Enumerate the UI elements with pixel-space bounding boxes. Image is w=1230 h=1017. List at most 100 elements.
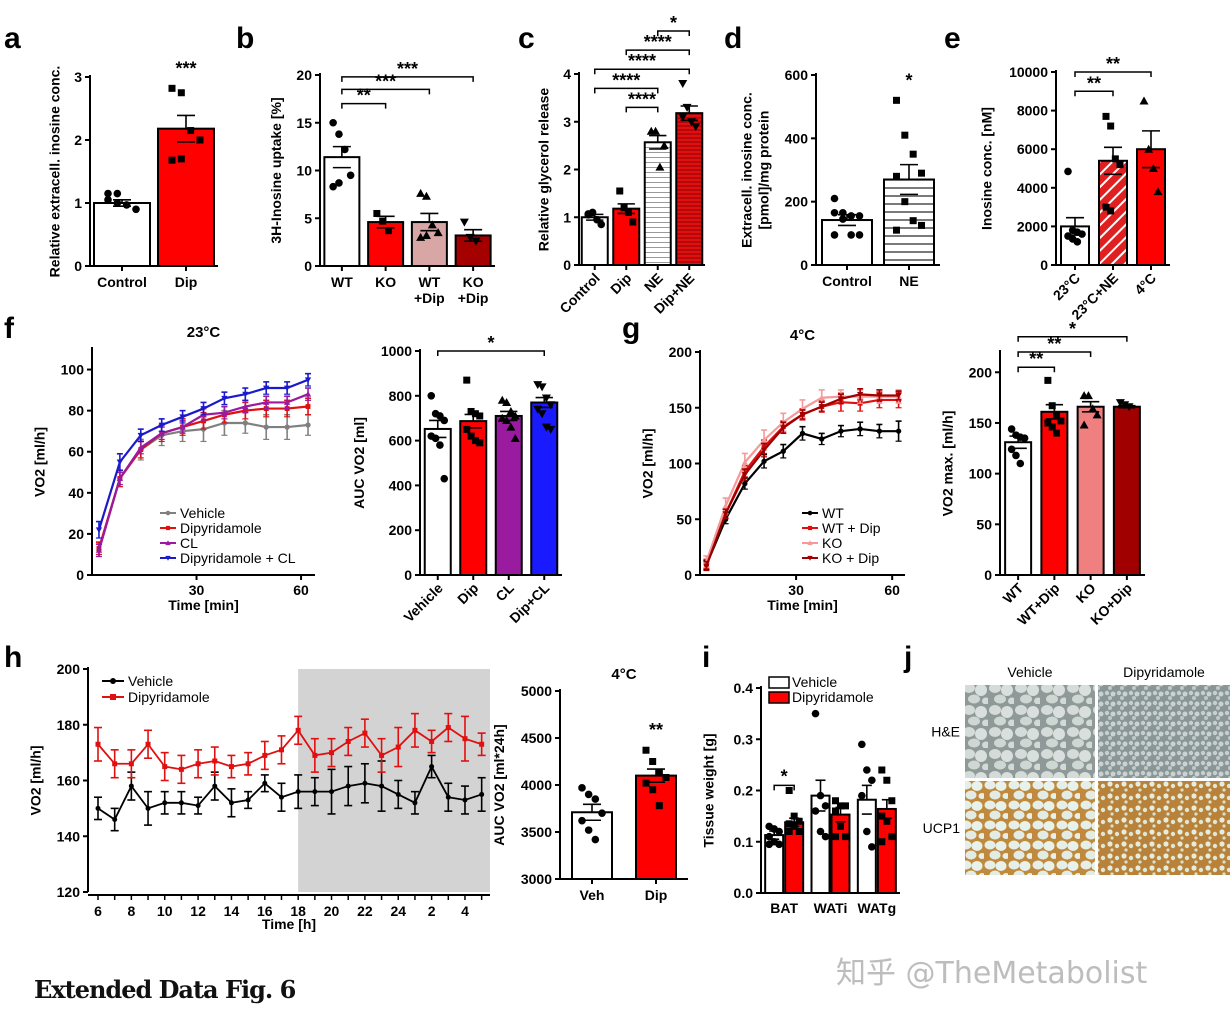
data-point [901, 131, 909, 139]
y-axis-label: Relative glycerol release [536, 88, 552, 252]
data-point [832, 807, 839, 815]
data-point [1044, 376, 1052, 384]
panel-label: j [903, 641, 912, 674]
row-label: UCP1 [923, 820, 961, 836]
significance-label: **** [628, 51, 656, 71]
data-point [1057, 417, 1065, 425]
series-ko-dip [703, 387, 902, 572]
legend-swatch [768, 676, 790, 689]
data-point [703, 563, 710, 570]
y-tick-label: 2000 [1017, 218, 1048, 234]
data-point [345, 783, 351, 789]
data-point [830, 231, 839, 239]
bar [1076, 405, 1105, 576]
data-point [837, 396, 845, 402]
significance-bracket [341, 102, 387, 109]
data-point [1048, 423, 1056, 431]
bar [530, 401, 559, 576]
data-point [760, 436, 768, 443]
significance-label: ** [1029, 349, 1043, 369]
significance-label: **** [612, 70, 640, 90]
data-point [379, 783, 385, 789]
data-point [847, 231, 855, 239]
data-point [760, 447, 768, 454]
bar [1112, 405, 1141, 576]
y-tick-label: 100 [969, 466, 993, 482]
y-tick-label: 10000 [1009, 64, 1048, 80]
significance-label: *** [175, 58, 196, 78]
x-tick-label: KO [1073, 580, 1099, 606]
y-axis-label: AUC VO2 [ml] [351, 417, 367, 509]
data-point [340, 145, 349, 154]
data-point [591, 835, 600, 844]
chart-title: 4°C [790, 327, 815, 344]
y-tick-label: 200 [389, 522, 413, 538]
data-point [242, 403, 249, 409]
data-point [837, 802, 844, 810]
data-point [283, 385, 291, 392]
data-point [830, 194, 839, 203]
y-axis-label: AUC VO2 [ml*24h] [491, 724, 507, 845]
significance-bracket [1074, 71, 1152, 77]
data-point [901, 198, 909, 206]
y-tick-label: 15 [296, 115, 312, 131]
data-point [379, 752, 385, 758]
y-tick-label: 3 [74, 69, 82, 85]
legend-marker [110, 678, 116, 684]
data-point [893, 172, 900, 180]
data-point [137, 444, 144, 451]
legend-label: WT + Dip [822, 520, 881, 536]
x-tick-label: 60 [884, 582, 900, 598]
data-point [479, 791, 485, 797]
x-tick-label: 20 [324, 903, 340, 919]
bar [1136, 148, 1166, 266]
data-point [228, 764, 234, 770]
bar [643, 141, 672, 266]
panel-label: e [944, 22, 961, 55]
y-axis-label: VO2 [ml/h] [640, 428, 656, 498]
data-point [228, 800, 234, 806]
y-tick-label: 140 [57, 828, 81, 844]
data-point [177, 155, 185, 163]
series-line [97, 764, 482, 821]
data-point [445, 794, 451, 800]
y-axis-label: Relative extracell. inosine conc. [47, 66, 63, 278]
data-point [196, 136, 204, 144]
data-point [838, 428, 844, 434]
data-point [421, 191, 431, 200]
data-point [346, 171, 355, 180]
x-tick-label: CL [492, 579, 517, 604]
data-point [785, 828, 793, 835]
bar [157, 127, 215, 267]
significance-bracket [341, 88, 431, 95]
data-point [795, 817, 803, 825]
data-point [429, 738, 435, 744]
data-point [584, 826, 593, 834]
data-point [537, 383, 547, 392]
data-point [145, 805, 151, 811]
x-tick-label: KO [375, 274, 396, 290]
data-point [373, 209, 381, 217]
y-tick-label: 0.2 [734, 783, 754, 799]
data-point [863, 827, 871, 836]
data-point [137, 432, 144, 439]
bar [675, 112, 704, 266]
data-point [177, 89, 185, 97]
legend-label: Dipyridamole [128, 689, 210, 705]
bar [612, 207, 641, 266]
data-point [649, 786, 657, 794]
x-tick-label: NE [641, 270, 666, 295]
data-point [104, 189, 112, 198]
significance-label: * [1069, 319, 1076, 339]
data-point [395, 791, 401, 797]
data-point [649, 758, 657, 765]
data-point [722, 511, 729, 517]
data-point [655, 162, 665, 171]
x-tick-label: Dip [175, 274, 198, 290]
significance-label: ** [649, 720, 663, 740]
bar [821, 219, 873, 267]
data-point [678, 113, 688, 122]
